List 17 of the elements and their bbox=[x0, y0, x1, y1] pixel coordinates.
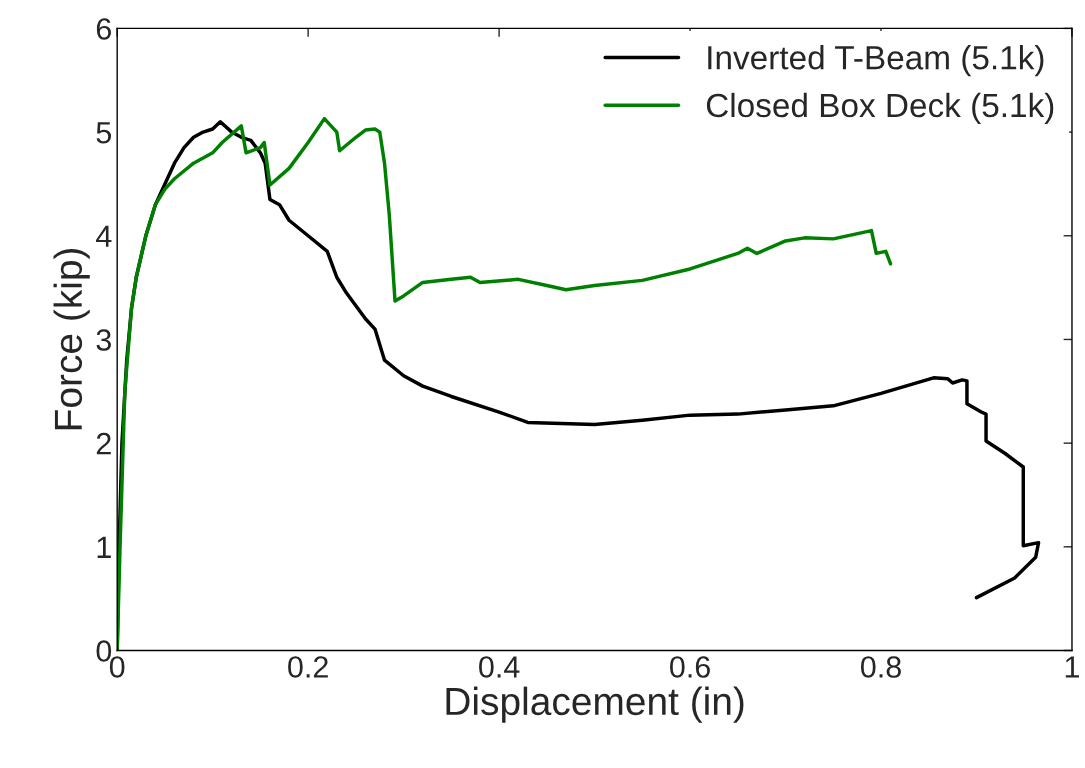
legend-label: Closed Box Deck (5.1k) bbox=[706, 92, 1054, 124]
x-tick-label: 0.2 bbox=[288, 656, 328, 678]
x-tick-label: 1 bbox=[1065, 656, 1079, 678]
x-axis-title: Displacement (in) bbox=[446, 686, 744, 723]
y-tick-label: 0 bbox=[96, 640, 112, 662]
y-tick-label: 6 bbox=[96, 18, 111, 40]
line-series bbox=[117, 116, 893, 651]
x-tick-label: 0.8 bbox=[860, 656, 901, 678]
y-tick-label: 3 bbox=[96, 329, 111, 351]
x-tick-label: 0.6 bbox=[670, 656, 710, 678]
legend-label: Inverted T-Beam (5.1k) bbox=[708, 45, 1044, 77]
y-tick-label: 5 bbox=[96, 122, 112, 144]
y-tick-label: 4 bbox=[96, 225, 112, 247]
y-tick-label: 2 bbox=[96, 432, 111, 455]
x-tick-label: 0.4 bbox=[479, 656, 520, 678]
y-tick-label: 1 bbox=[97, 536, 111, 558]
y-axis-title: Force (kip) bbox=[53, 248, 90, 430]
